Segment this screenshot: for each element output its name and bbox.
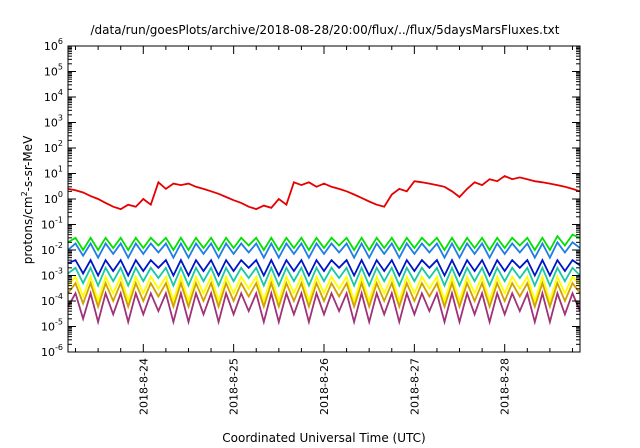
y-tick-label: 10-3 [41, 267, 63, 283]
y-tick-label: 10-2 [41, 241, 63, 257]
y-tick-label: 103 [44, 114, 63, 130]
y-tick-label: 10-6 [41, 343, 63, 359]
y-axis-label-post: -s-sr-MeV [21, 135, 35, 191]
y-tick-label: 105 [44, 63, 63, 79]
x-tick-label: 2018-8-27 [408, 358, 421, 415]
y-axis-label-sup: 2 [20, 191, 29, 196]
series-line-7 [67, 289, 581, 326]
y-tick-label: 101 [44, 165, 63, 181]
y-tick-label: 10-4 [41, 292, 63, 308]
series-line-3 [67, 258, 581, 278]
y-tick-label: 10-5 [41, 318, 63, 334]
series-line-4 [67, 265, 581, 288]
x-axis-ticks: 2018-8-24 2018-8-25 2018-8-26 2018-8-27 2018… [75, 46, 573, 415]
plot-frame [67, 45, 581, 353]
series-line-8 [67, 174, 581, 211]
x-tick-label: 2018-8-24 [137, 358, 150, 415]
y-tick-label: 102 [44, 139, 63, 155]
y-axis-ticks: 10-6 10-5 10-4 10-3 10-2 10-1 100 101 102 103 104 1… [41, 37, 580, 359]
x-tick-label: 2018-8-28 [499, 358, 512, 415]
series-line-1 [67, 233, 581, 252]
y-axis-label: protons/cm2-s-sr-MeV [20, 135, 35, 264]
y-tick-label: 104 [44, 88, 63, 104]
series-line-2 [67, 240, 581, 260]
y-axis-label-pre: protons/cm [21, 196, 35, 264]
x-axis-label: Coordinated Universal Time (UTC) [222, 431, 425, 445]
y-tick-label: 100 [44, 190, 63, 206]
series-group [67, 174, 581, 326]
series-line-5 [67, 273, 581, 305]
x-tick-label: 2018-8-26 [318, 358, 331, 415]
chart-title: /data/run/goesPlots/archive/2018-08-28/2… [91, 23, 560, 37]
y-tick-label: 10-1 [41, 216, 63, 232]
x-tick-label: 2018-8-25 [228, 358, 241, 415]
series-line-6 [67, 280, 581, 310]
y-tick-label: 106 [44, 37, 63, 53]
